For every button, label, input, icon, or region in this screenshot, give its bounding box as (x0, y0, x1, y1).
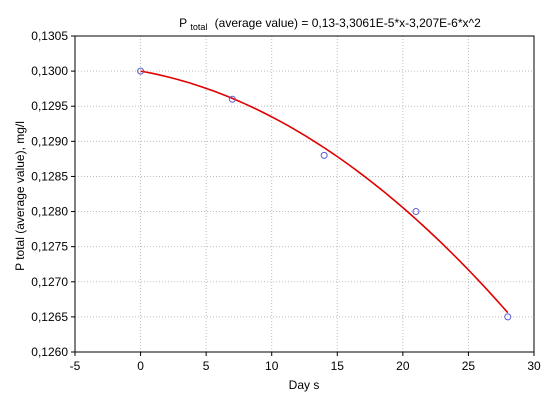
y-tick-label-6: 0,1290 (31, 134, 68, 148)
x-axis-label: Day s (289, 378, 320, 392)
chart-title-suffix: (average value) = 0,13-3,3061E-5*x-3,207… (215, 16, 481, 30)
data-point-3 (412, 208, 420, 216)
y-tick-label-5: 0,1285 (31, 169, 68, 183)
chart-title-subscript: total (190, 22, 207, 32)
point-layer (137, 67, 512, 321)
x-tick-label-0: -5 (70, 359, 81, 373)
grid-layer (75, 36, 534, 352)
y-axis-label: P total (average value), mg/l (13, 121, 27, 271)
data-point-4 (504, 313, 512, 321)
y-tick-label-8: 0,1300 (31, 64, 68, 78)
fit-curve (140, 70, 509, 314)
x-tick-label-7: 30 (527, 359, 541, 373)
tick-layer: -5 0 5 10 15 20 25 30 0,1260 0,1265 0,1270 0,1275 0,… (31, 29, 541, 373)
x-tick-label-3: 10 (265, 359, 279, 373)
chart-title: P total (average value) = 0,13-3,3061E-5… (179, 16, 481, 33)
plot-frame (74, 35, 535, 353)
x-tick-label-1: 0 (137, 359, 144, 373)
x-tick-label-6: 25 (462, 359, 476, 373)
y-tick-label-9: 0,1305 (31, 29, 68, 43)
x-tick-label-2: 5 (203, 359, 210, 373)
y-tick-label-2: 0,1270 (31, 275, 68, 289)
y-tick-label-0: 0,1260 (31, 345, 68, 359)
y-tick-label-3: 0,1275 (31, 240, 68, 254)
y-tick-label-4: 0,1280 (31, 205, 68, 219)
axis-layer (74, 35, 535, 353)
fit-layer (140, 70, 509, 314)
chart-title-prefix: P (179, 16, 187, 30)
y-tick-label-1: 0,1265 (31, 310, 68, 324)
data-point-2 (320, 151, 328, 159)
y-tick-label-7: 0,1295 (31, 99, 68, 113)
x-tick-label-4: 15 (331, 359, 345, 373)
data-point-0 (137, 67, 145, 75)
x-tick-label-5: 20 (396, 359, 410, 373)
data-point-1 (228, 95, 236, 103)
